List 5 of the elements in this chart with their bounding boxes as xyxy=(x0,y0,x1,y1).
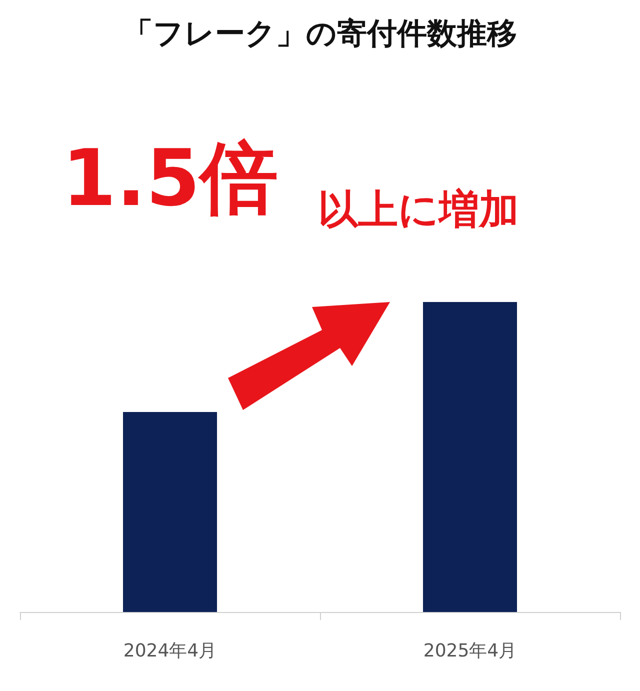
chart-title: 「フレーク」の寄付件数推移 xyxy=(123,16,517,52)
text: 以上に増加 xyxy=(318,187,519,233)
x-tick-label: 2024年4月 xyxy=(123,640,217,662)
text: 1.5倍 xyxy=(62,134,278,224)
x-tick-label: 2025年4月 xyxy=(423,640,517,662)
